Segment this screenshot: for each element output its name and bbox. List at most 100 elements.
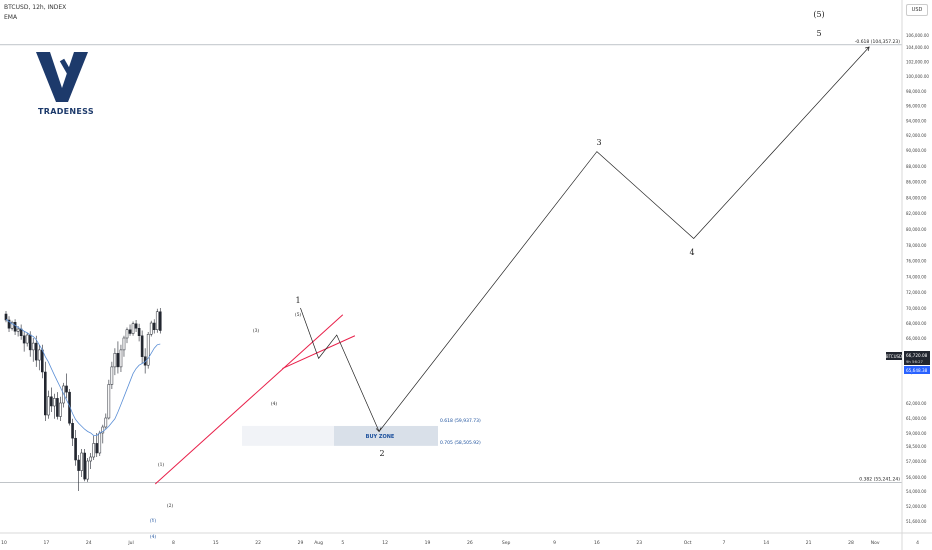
primary-wave-label: 1 [295,296,300,305]
time-tick-label: 7 [723,540,726,546]
price-tick-label: 104,000.00 [906,45,929,50]
tradeness-logo [36,52,88,102]
candle-up [146,334,150,366]
candle-down [128,329,132,334]
symbol-tag: BTCUSD [886,354,902,359]
time-tick-label: 15 [213,540,219,546]
candle-up [155,311,159,330]
candle-up [10,322,14,329]
price-tick-label: 68,000.00 [906,321,927,326]
candle-down [152,322,156,330]
candle-up [107,384,111,419]
candle-down [34,342,38,361]
time-tick-label: 10 [1,540,7,546]
projection-arrow-mid [375,427,382,433]
time-tick-label: Aug [314,540,323,546]
candle-down [134,323,138,329]
time-tick-label: 9 [553,540,556,546]
last-price-value: 66,720.08 [906,353,928,358]
candle-down [28,334,32,351]
candle-down [158,311,162,331]
candle-up [110,366,114,385]
candle-down [137,328,141,336]
minor-wave-label: (2) [167,502,174,509]
price-tick-label: 88,000.00 [906,164,927,169]
buy-zone: BUY ZONE 0.618 (59,937.73) 0.705 (58,505.9… [242,418,481,446]
candle-down [56,398,59,417]
ema-line [5,318,161,437]
indicator-label[interactable]: EMA [4,14,18,21]
time-tick-label: 22 [255,540,261,546]
candle-up [122,337,126,351]
candle-up [149,322,153,335]
currency-button[interactable]: USD [906,4,928,16]
price-axis: 106,000.00 104,000.00 102,000.00 100,000.00… [886,0,930,550]
candle-down [140,335,144,357]
time-tick-label: 26 [467,540,473,546]
time-tick-label: Jul [127,540,133,546]
ema-polyline [5,318,161,437]
time-tick-label: 8 [172,540,175,546]
price-tick-label: 92,000.00 [906,133,927,138]
minor-wave-label: (4) [271,400,278,407]
price-tick-label: 57,000.00 [906,459,927,464]
primary-wave-label: 4 [689,248,694,257]
minor-wave-label: (5) [295,311,302,318]
candle-up [80,452,83,471]
candle-up [16,328,20,332]
price-tick-label: 100,000.00 [906,74,929,79]
candle-down [4,313,8,321]
projection-path [300,46,870,433]
candle-up [92,443,96,458]
low-wave-label: (Y) [150,517,157,524]
price-tick-label: 72,000.00 [906,290,927,295]
candle-up [31,342,35,351]
last-price-bg [904,351,930,365]
wave-labels: (1) (2) (3) (4) (5) 1 2 3 4 5 (5) (Y) (4) [150,10,825,540]
candle-down [65,385,68,393]
fib-lines: 0.382 (55,241.24) -0.618 (104,357.23) [0,39,902,483]
price-tick-label: 82,000.00 [906,211,927,216]
candle-down [74,437,77,461]
time-tick-label: 19 [425,540,431,546]
fib-level-label: -0.618 (104,357.23) [855,39,900,45]
price-tick-label: 54,000.00 [906,489,927,494]
price-tick-label: 51,600.00 [906,519,927,524]
price-tick-label: 86,000.00 [906,180,927,185]
price-tick-label: 70,000.00 [906,306,927,311]
price-tick-label: 62,000.00 [906,401,927,406]
candles [4,308,162,491]
trendline [154,314,356,485]
candle-down [116,353,120,368]
minor-wave-label: (1) [158,461,165,468]
price-tick-label: 90,000.00 [906,148,927,153]
candle-up [98,432,102,454]
symbol-title: BTCUSD, 12h, INDEX [4,4,67,11]
candle-down [7,319,11,329]
candle-up [47,396,50,416]
fib-705-label: 0.705 (58,505.92) [440,440,481,446]
brand-name: TRADENESS [38,107,94,116]
primary-wave-label: 5 [816,29,821,38]
price-tick-label: 96,000.00 [906,104,927,109]
trendline-extension [282,335,356,370]
candle-down [50,396,53,407]
trendline-line [154,314,344,485]
top-wave-label: (5) [813,10,824,19]
candle-up [37,349,41,361]
symbol-tag-bg [886,352,902,360]
candle-down [71,423,74,439]
ema-value: 65,648.38 [906,368,928,373]
candle-up [101,426,105,434]
price-tick-label: 84,000.00 [906,195,927,200]
low-wave-label-2: (4) [150,533,157,540]
time-tick-label: 21 [806,540,812,546]
candle-up [89,456,93,462]
price-tick-label: 106,000.00 [906,33,929,38]
price-tick-label: 94,000.00 [906,118,927,123]
candle-up [113,353,117,368]
buy-zone-core [334,425,438,446]
candle-up [119,349,123,368]
time-tick-label: 29 [298,540,304,546]
